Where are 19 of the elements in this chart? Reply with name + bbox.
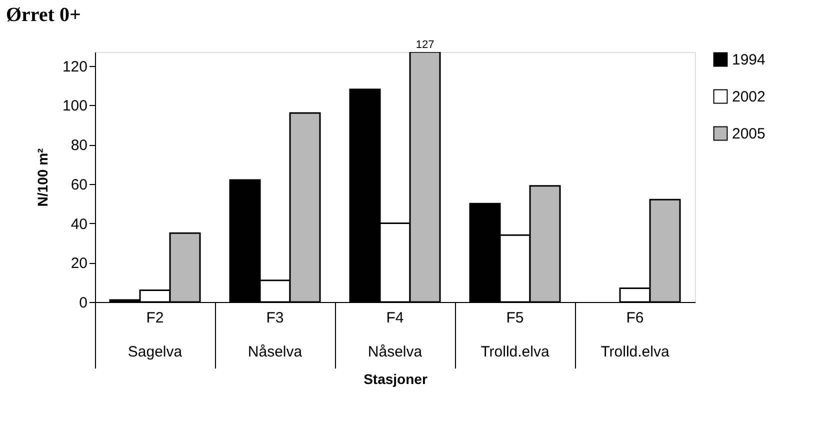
legend-label: 2005 [732,126,766,142]
y-axis-title: N/100 m² [34,148,50,207]
y-tick-label: 120 [62,58,88,76]
chart-title: Ørret 0+ [6,4,81,26]
x-tick-label: F3 Nåselva [248,310,303,360]
y-tick-label: 100 [62,98,88,115]
legend-label: 2002 [732,88,766,106]
y-tick-label: 40 [70,216,88,233]
legend-label: 1994 [732,52,766,68]
y-tick-label: 20 [70,255,88,272]
y-tick-label: 0 [79,294,88,312]
data-label: 127 [416,39,434,51]
x-tick-label: F5 Trolld.elva [480,310,550,360]
x-axis-title: Stasjoner [364,371,428,387]
x-tick-label: F2 Sagelva [128,310,183,360]
x-tick-label: F6 Trolld.elva [600,310,670,360]
x-tick-label: F4 Nåselva [368,310,423,360]
y-tick-label: 60 [70,176,88,194]
y-tick-label: 80 [70,137,88,154]
